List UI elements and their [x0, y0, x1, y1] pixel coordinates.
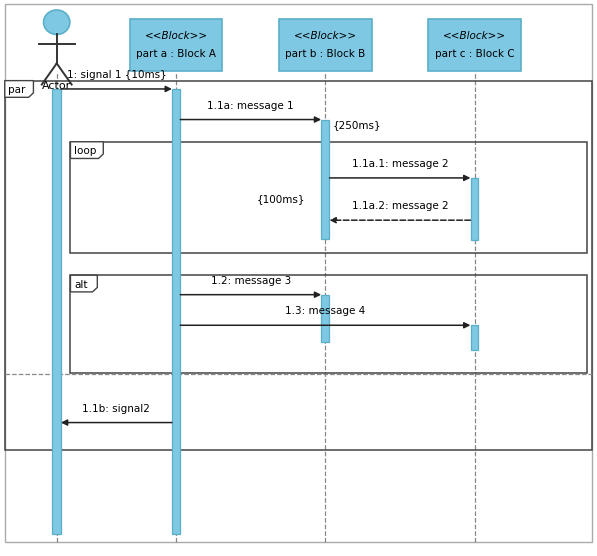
Text: Actor: Actor [42, 81, 71, 91]
Bar [322, 120, 330, 239]
Text: alt: alt [74, 280, 88, 290]
Bar [322, 295, 330, 342]
Polygon shape [70, 275, 97, 292]
Text: <<Block>>: <<Block>> [443, 31, 506, 41]
Bar [429, 19, 521, 71]
Bar [130, 19, 222, 71]
Polygon shape [70, 142, 103, 158]
Bar [471, 178, 479, 240]
Bar [279, 19, 371, 71]
Circle shape [44, 10, 70, 34]
Text: loop: loop [74, 146, 96, 156]
Text: 1.1a: message 1: 1.1a: message 1 [207, 101, 294, 111]
Text: 1.1a.1: message 2: 1.1a.1: message 2 [352, 159, 448, 169]
Text: part c : Block C: part c : Block C [435, 49, 515, 59]
Text: {250ms}: {250ms} [333, 120, 381, 130]
Text: 1.3: message 4: 1.3: message 4 [285, 306, 365, 316]
Text: <<Block>>: <<Block>> [294, 31, 357, 41]
Text: par: par [8, 85, 26, 95]
Bar [70, 142, 587, 253]
Bar [52, 89, 61, 534]
Text: 1.1a.2: message 2: 1.1a.2: message 2 [352, 201, 448, 211]
Text: 1: signal 1 {10ms}: 1: signal 1 {10ms} [66, 70, 167, 80]
Bar [172, 89, 180, 534]
Text: {100ms}: {100ms} [257, 194, 305, 204]
Bar [5, 81, 592, 450]
Text: 1.2: message 3: 1.2: message 3 [211, 276, 291, 286]
Text: part a : Block A: part a : Block A [136, 49, 216, 59]
Bar [70, 275, 587, 373]
Polygon shape [5, 81, 33, 97]
Text: 1.1b: signal2: 1.1b: signal2 [82, 404, 150, 414]
Bar [471, 325, 479, 350]
Text: part b : Block B: part b : Block B [285, 49, 365, 59]
Text: <<Block>>: <<Block>> [144, 31, 208, 41]
